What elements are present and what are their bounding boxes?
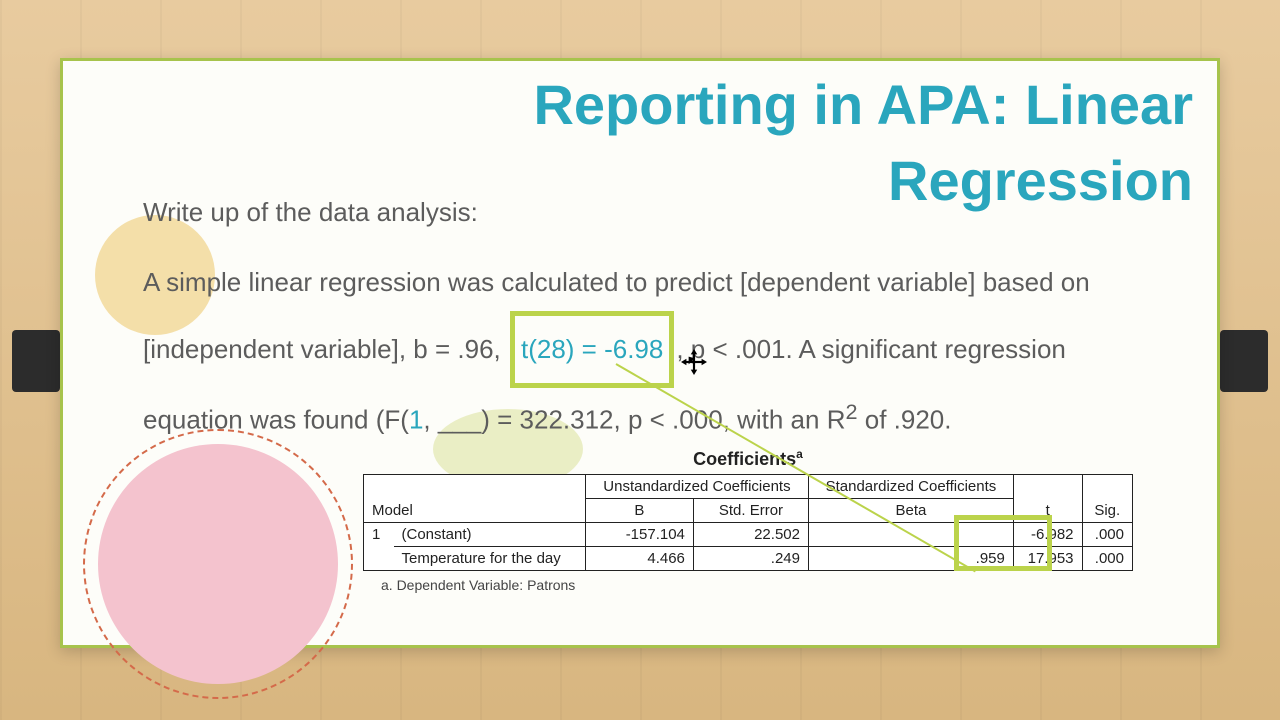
col-beta: Beta xyxy=(808,499,1013,523)
cell-r2-t: 17.953 xyxy=(1013,547,1082,571)
writeup-paragraph: A simple linear regression was calculate… xyxy=(143,251,1143,451)
col-se: Std. Error xyxy=(693,499,808,523)
table-row: Temperature for the day 4.466 .249 .959 … xyxy=(364,547,1133,571)
cell-r2-sig: .000 xyxy=(1082,547,1132,571)
col-t: t xyxy=(1013,475,1082,523)
para-2a: [independent variable], b = .96, xyxy=(143,334,508,364)
coefficients-table: Model Unstandardized Coefficients Standa… xyxy=(363,474,1133,571)
para-2b: , p < .001. A significant regression xyxy=(676,334,1066,364)
cell-r1-label: (Constant) xyxy=(394,523,586,547)
decoration-pink-fill xyxy=(98,444,338,684)
table-footnote: a. Dependent Variable: Patrons xyxy=(381,577,1133,593)
table-row: 1 (Constant) -157.104 22.502 -6.982 .000 xyxy=(364,523,1133,547)
para-3-sup: 2 xyxy=(845,399,857,424)
table-title-sup: a xyxy=(796,447,803,461)
right-tab xyxy=(1220,330,1268,392)
col-std: Standardized Coefficients xyxy=(808,475,1013,499)
slide: Reporting in APA: Linear Regression Writ… xyxy=(60,58,1220,648)
title-line-2: Regression xyxy=(888,149,1193,212)
col-b: B xyxy=(585,499,693,523)
para-3a: equation was found (F( xyxy=(143,404,409,434)
cell-r1-se: 22.502 xyxy=(693,523,808,547)
table-header-row-1: Model Unstandardized Coefficients Standa… xyxy=(364,475,1133,499)
left-tab xyxy=(12,330,60,392)
cell-r1-b: -157.104 xyxy=(585,523,693,547)
para-1a: A simple linear regression was calculate… xyxy=(143,267,1090,297)
cell-r2-label: Temperature for the day xyxy=(394,547,586,571)
slide-title: Reporting in APA: Linear Regression xyxy=(373,67,1193,218)
subheading: Write up of the data analysis: xyxy=(143,197,478,228)
coefficients-table-wrap: Coefficientsa Model Unstandardized Coeff… xyxy=(363,447,1133,593)
cell-model-num: 1 xyxy=(364,523,394,571)
para-3b: , ___) = 322.312, p < .000, with an R xyxy=(423,404,845,434)
para-3-blue: 1 xyxy=(409,404,423,434)
col-sig: Sig. xyxy=(1082,475,1132,523)
cell-r2-beta: .959 xyxy=(808,547,1013,571)
para-3c: of .920. xyxy=(858,404,952,434)
title-line-1: Reporting in APA: Linear xyxy=(533,73,1193,136)
cell-r1-sig: .000 xyxy=(1082,523,1132,547)
cell-r2-se: .249 xyxy=(693,547,808,571)
callout-text: t(28) = -6.98 xyxy=(521,334,663,364)
col-model: Model xyxy=(364,475,586,523)
table-title: Coefficientsa xyxy=(363,447,1133,470)
col-unstd: Unstandardized Coefficients xyxy=(585,475,808,499)
decoration-pink-circle xyxy=(83,429,353,699)
callout-t-stat: t(28) = -6.98 xyxy=(510,311,674,387)
cell-r1-t: -6.982 xyxy=(1013,523,1082,547)
cell-r2-b: 4.466 xyxy=(585,547,693,571)
